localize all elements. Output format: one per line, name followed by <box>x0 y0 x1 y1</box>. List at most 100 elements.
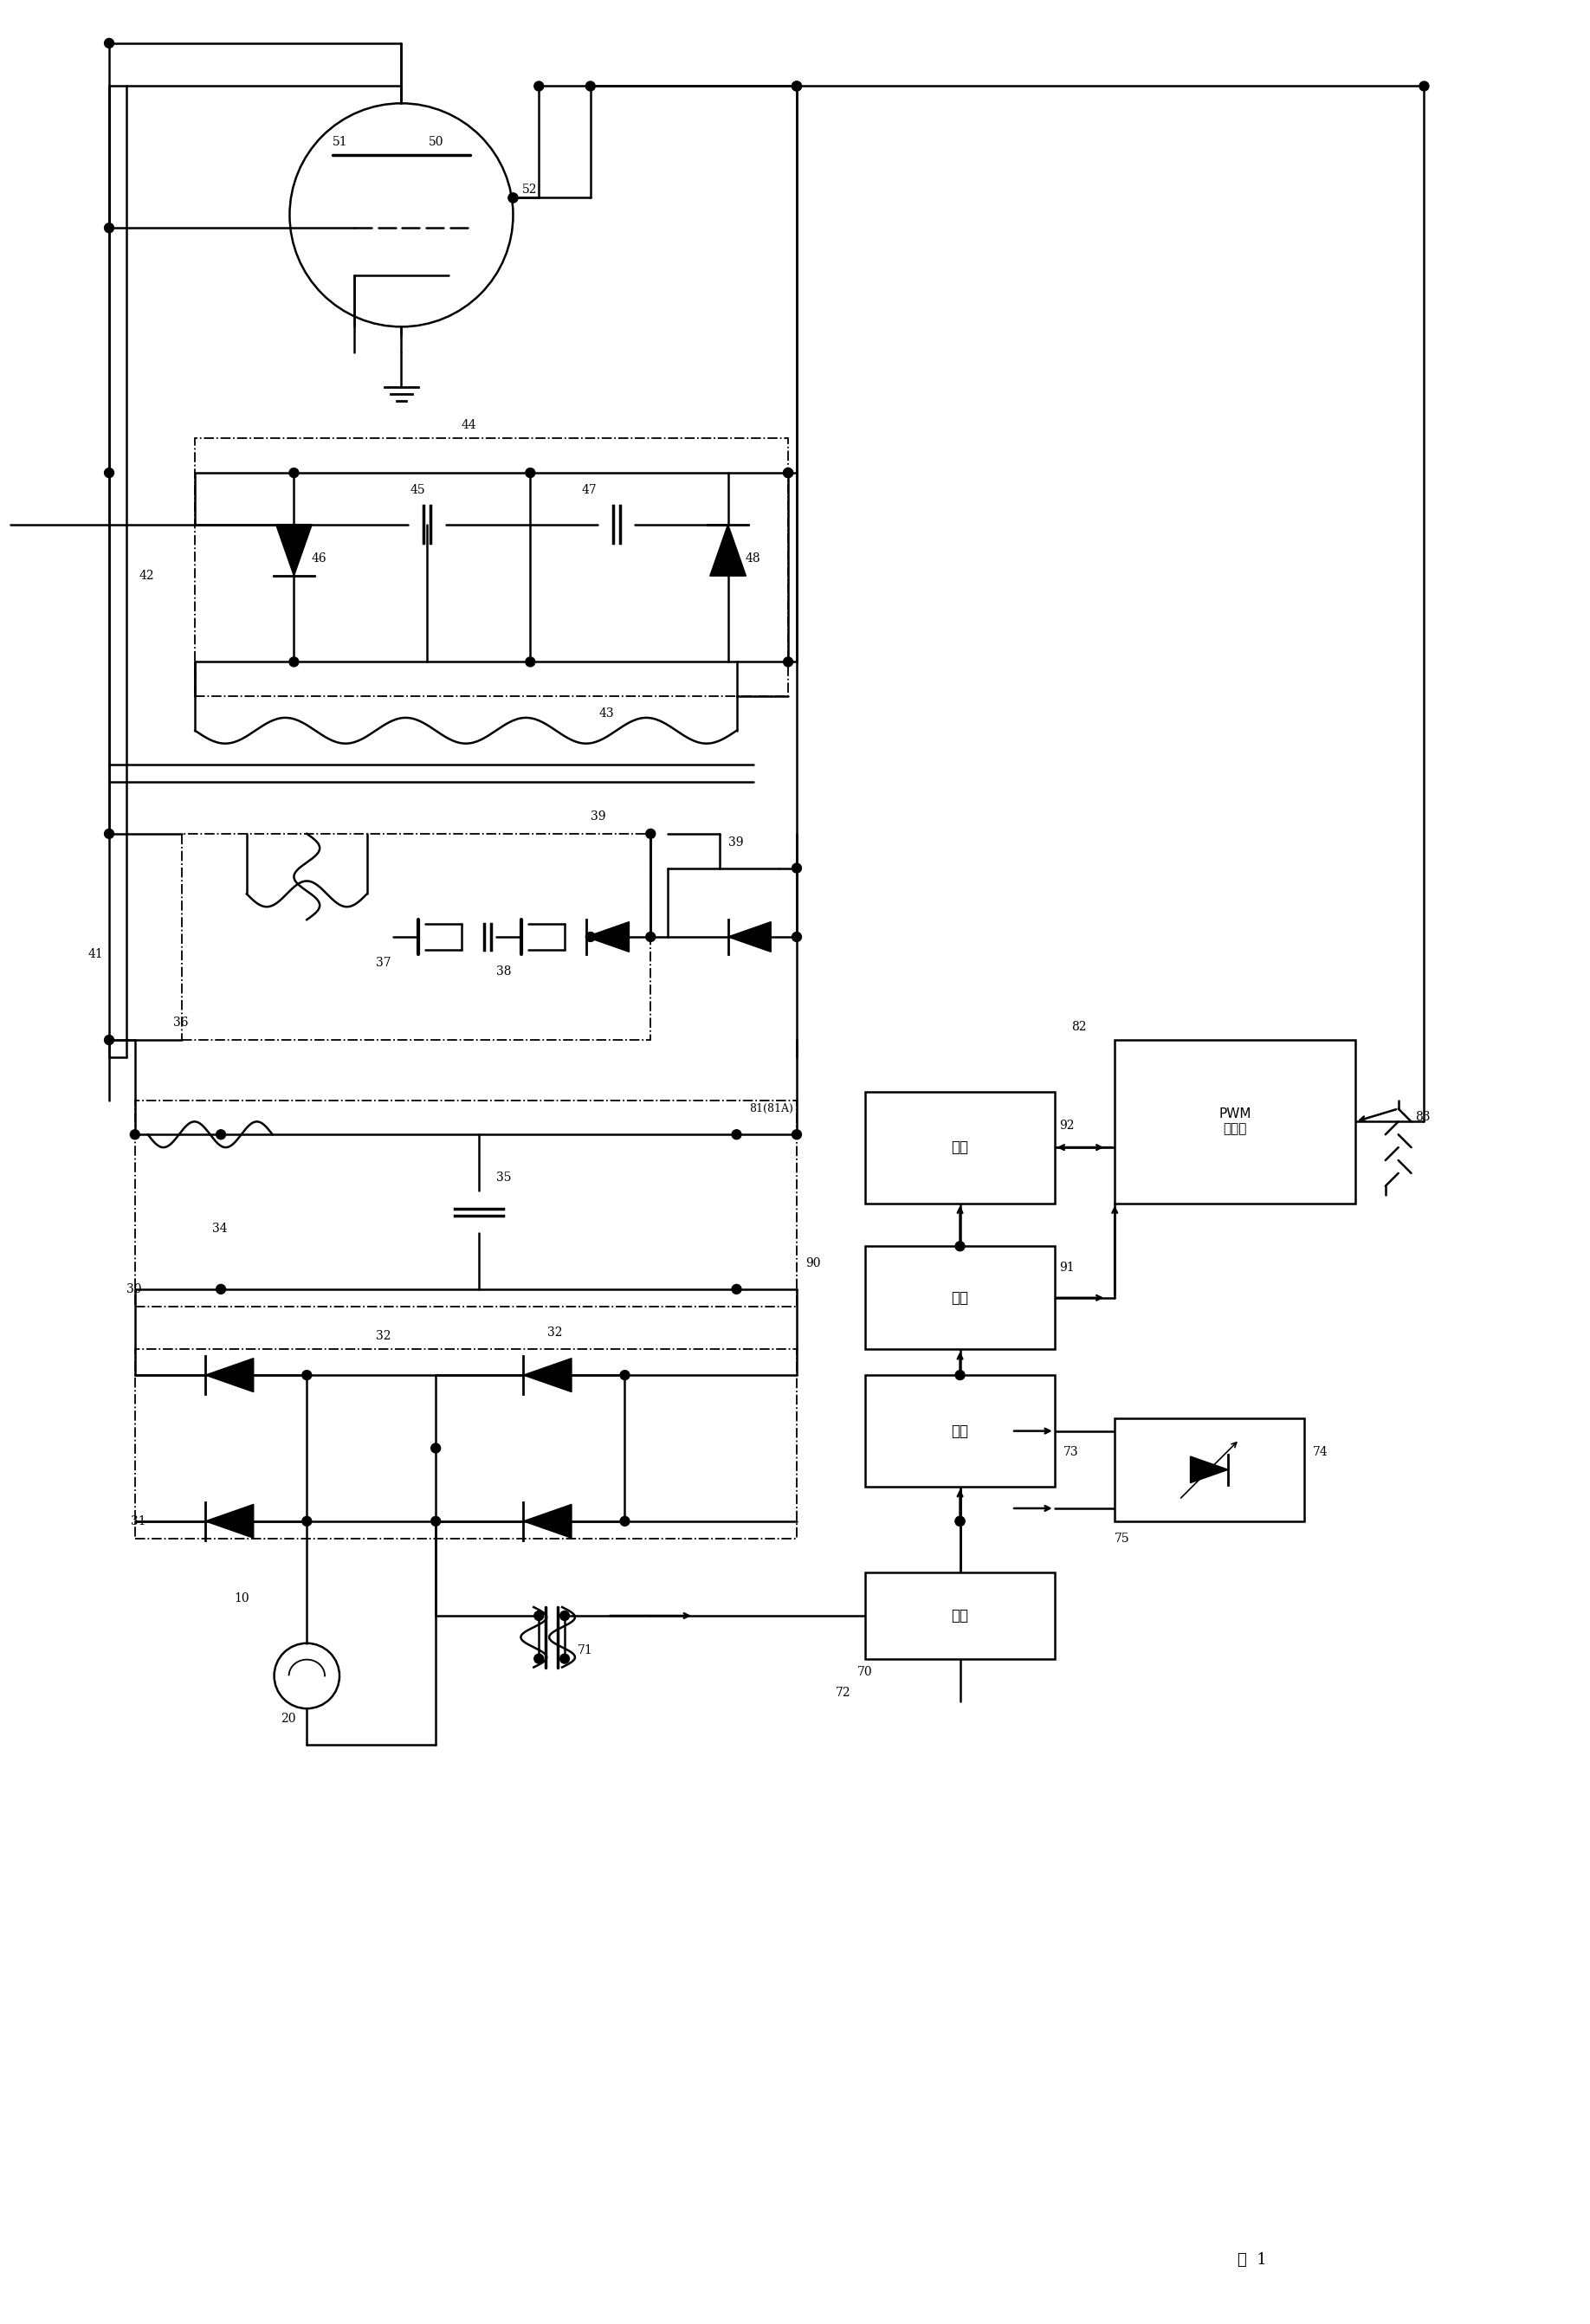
Bar <box>135 1099 797 1306</box>
Text: 45: 45 <box>410 483 425 495</box>
Bar <box>135 1350 797 1538</box>
Circle shape <box>585 932 595 941</box>
Circle shape <box>1420 81 1429 91</box>
Circle shape <box>620 1371 630 1380</box>
Text: 81(81A): 81(81A) <box>749 1104 793 1113</box>
Text: 47: 47 <box>582 483 598 495</box>
Circle shape <box>105 830 114 839</box>
Circle shape <box>216 1129 226 1139</box>
Text: 34: 34 <box>213 1222 227 1234</box>
Bar <box>865 1092 1054 1204</box>
Text: 43: 43 <box>599 706 614 720</box>
Text: 46: 46 <box>312 553 326 565</box>
Circle shape <box>585 81 595 91</box>
Circle shape <box>130 1129 140 1139</box>
Polygon shape <box>523 1357 571 1392</box>
Text: 51: 51 <box>332 135 348 149</box>
Text: 71: 71 <box>577 1643 593 1657</box>
Circle shape <box>105 467 114 476</box>
Bar <box>865 1376 1054 1487</box>
Circle shape <box>956 1241 965 1250</box>
Polygon shape <box>1191 1457 1227 1483</box>
Text: 83: 83 <box>1415 1111 1431 1122</box>
Bar <box>1115 1418 1304 1522</box>
Text: 73: 73 <box>1064 1446 1078 1459</box>
Circle shape <box>956 1518 965 1527</box>
Text: 72: 72 <box>835 1687 851 1699</box>
Circle shape <box>784 658 793 667</box>
Text: 90: 90 <box>805 1257 820 1269</box>
Circle shape <box>431 1443 440 1452</box>
Text: 36: 36 <box>173 1016 189 1030</box>
Circle shape <box>792 865 801 874</box>
Text: 37: 37 <box>375 957 391 969</box>
Text: 42: 42 <box>140 569 154 581</box>
Text: 70: 70 <box>857 1666 873 1678</box>
Circle shape <box>509 193 518 202</box>
Circle shape <box>302 1518 312 1527</box>
Circle shape <box>509 193 518 202</box>
Bar <box>183 834 650 1039</box>
Bar <box>196 439 789 697</box>
Circle shape <box>560 1655 569 1664</box>
Text: 图  1: 图 1 <box>1237 2252 1267 2268</box>
Circle shape <box>302 1371 312 1380</box>
Circle shape <box>289 658 299 667</box>
Circle shape <box>646 932 655 941</box>
Circle shape <box>784 467 793 476</box>
Text: 混频: 混频 <box>951 1139 968 1155</box>
Text: 52: 52 <box>522 184 537 195</box>
Bar <box>865 1573 1054 1659</box>
Circle shape <box>620 1518 630 1527</box>
Text: 20: 20 <box>281 1713 296 1724</box>
Text: 30: 30 <box>126 1283 142 1294</box>
Text: 32: 32 <box>375 1329 391 1343</box>
Text: 比较: 比较 <box>951 1290 968 1306</box>
Circle shape <box>792 81 801 91</box>
Text: 10: 10 <box>234 1592 250 1604</box>
Text: 48: 48 <box>746 553 760 565</box>
Circle shape <box>534 1611 544 1620</box>
Text: PWM
比较器: PWM 比较器 <box>1220 1109 1251 1136</box>
Text: 整流: 整流 <box>951 1608 968 1624</box>
Circle shape <box>526 467 534 476</box>
Text: 44: 44 <box>461 421 477 432</box>
Circle shape <box>216 1285 226 1294</box>
Text: 41: 41 <box>87 948 103 960</box>
Text: 82: 82 <box>1072 1020 1088 1034</box>
Circle shape <box>289 467 299 476</box>
Text: 39: 39 <box>590 811 606 823</box>
Circle shape <box>731 1129 741 1139</box>
Text: 39: 39 <box>728 837 743 848</box>
Bar <box>1115 1039 1355 1204</box>
Polygon shape <box>587 923 630 953</box>
Text: 50: 50 <box>429 135 444 149</box>
Text: 38: 38 <box>496 964 510 978</box>
Polygon shape <box>277 525 312 576</box>
Polygon shape <box>709 525 746 576</box>
Circle shape <box>105 40 114 49</box>
Circle shape <box>526 658 534 667</box>
Circle shape <box>646 830 655 839</box>
Circle shape <box>560 1611 569 1620</box>
Text: 32: 32 <box>547 1327 563 1339</box>
Text: 75: 75 <box>1115 1532 1130 1545</box>
Text: 92: 92 <box>1059 1120 1073 1132</box>
Circle shape <box>792 1129 801 1139</box>
Polygon shape <box>523 1504 571 1538</box>
Circle shape <box>792 81 801 91</box>
Bar <box>865 1246 1054 1350</box>
Polygon shape <box>728 923 771 953</box>
Text: 35: 35 <box>496 1171 510 1183</box>
Polygon shape <box>205 1357 253 1392</box>
Circle shape <box>534 1655 544 1664</box>
Circle shape <box>792 932 801 941</box>
Text: 74: 74 <box>1312 1446 1328 1459</box>
Circle shape <box>784 467 793 476</box>
Text: 平滑: 平滑 <box>951 1422 968 1439</box>
Circle shape <box>105 223 114 232</box>
Circle shape <box>956 1371 965 1380</box>
Circle shape <box>105 1034 114 1046</box>
Text: 31: 31 <box>130 1515 146 1527</box>
Circle shape <box>534 81 544 91</box>
